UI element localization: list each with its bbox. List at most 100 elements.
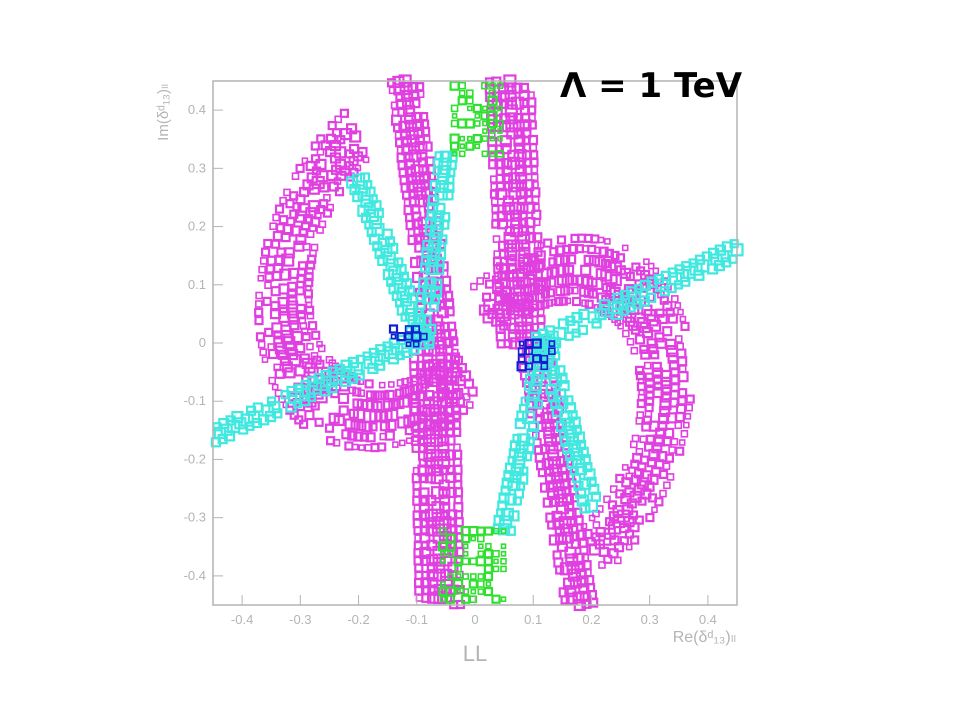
magenta-box: [509, 201, 523, 215]
magenta-box: [645, 512, 655, 523]
magenta-box: [444, 306, 455, 317]
magenta-box: [429, 411, 443, 425]
cyan-box: [646, 292, 657, 303]
magenta-box: [306, 230, 315, 238]
magenta-box: [429, 396, 443, 410]
green-box: [483, 549, 493, 559]
magenta-box: [604, 238, 611, 245]
magenta-box: [436, 389, 448, 401]
cyan-box: [582, 462, 593, 473]
magenta-box: [658, 469, 669, 479]
magenta-box: [562, 577, 576, 590]
magenta-box: [429, 404, 442, 417]
magenta-box: [425, 494, 437, 506]
green-box: [477, 573, 485, 580]
magenta-box: [357, 389, 366, 398]
cyan-box: [419, 314, 432, 327]
magenta-box: [503, 339, 513, 349]
magenta-box: [680, 321, 690, 331]
blue-box: [412, 340, 420, 348]
magenta-box: [527, 105, 537, 115]
magenta-box: [431, 508, 445, 522]
magenta-box: [431, 523, 445, 537]
green-box: [466, 105, 473, 112]
magenta-box: [483, 272, 490, 280]
magenta-box: [274, 368, 285, 379]
magenta-box: [395, 138, 405, 148]
cyan-box: [556, 372, 568, 384]
magenta-box: [651, 442, 663, 454]
magenta-box: [295, 233, 307, 245]
magenta-box: [636, 411, 645, 419]
magenta-box: [529, 157, 539, 167]
magenta-box: [574, 244, 585, 254]
magenta-box: [295, 286, 305, 296]
magenta-box: [427, 577, 439, 589]
cyan-box: [714, 244, 727, 256]
magenta-box: [418, 494, 430, 507]
magenta-box: [501, 165, 513, 177]
magenta-box: [644, 372, 654, 382]
green-box: [447, 573, 454, 580]
green-box: [482, 120, 488, 127]
magenta-box: [258, 265, 266, 274]
cyan-box: [433, 202, 446, 215]
magenta-box: [255, 300, 263, 308]
green-box: [489, 128, 496, 134]
magenta-box: [431, 501, 445, 515]
magenta-box: [362, 156, 370, 164]
magenta-box: [494, 294, 504, 304]
magenta-box: [445, 464, 456, 476]
magenta-box: [417, 464, 430, 477]
magenta-box: [365, 390, 375, 400]
magenta-box: [420, 119, 430, 129]
magenta-box: [437, 449, 450, 462]
magenta-box: [640, 349, 651, 360]
magenta-box: [448, 329, 458, 339]
magenta-box: [534, 292, 546, 303]
cyan-box: [429, 232, 443, 246]
magenta-box: [506, 127, 519, 140]
cyan-box: [639, 279, 652, 291]
magenta-box: [467, 386, 478, 397]
green-box: [496, 119, 504, 128]
magenta-box: [679, 315, 687, 323]
magenta-box: [662, 427, 675, 439]
cyan-box: [388, 265, 402, 279]
y-axis-ticks: 0.4 0.3 0.2 0.1 0 -0.1 -0.2 -0.3 -0.4: [184, 102, 223, 583]
magenta-box: [424, 464, 436, 476]
magenta-box: [507, 307, 520, 320]
magenta-box: [613, 556, 622, 565]
green-box: [449, 80, 460, 91]
magenta-box: [344, 441, 354, 451]
magenta-box: [625, 543, 633, 551]
magenta-box: [453, 472, 463, 482]
magenta-box: [554, 532, 568, 545]
magenta-box: [505, 269, 518, 282]
magenta-box: [418, 472, 429, 484]
magenta-box: [622, 329, 630, 338]
magenta-box: [356, 421, 367, 432]
magenta-box: [546, 266, 558, 278]
cyan-box: [546, 366, 560, 380]
blue-box: [517, 347, 526, 356]
magenta-box: [264, 281, 272, 290]
cyan-box: [571, 312, 583, 324]
magenta-box: [425, 517, 437, 529]
green-box: [482, 128, 488, 134]
green-box: [493, 558, 499, 565]
magenta-box: [556, 540, 569, 552]
magenta-box: [286, 288, 297, 299]
magenta-box: [533, 247, 543, 257]
magenta-box: [514, 164, 527, 177]
cyan-box: [527, 389, 540, 402]
green-box: [440, 581, 446, 587]
magenta-box: [398, 396, 410, 408]
green-box: [491, 594, 501, 604]
magenta-box: [277, 349, 288, 360]
cyan-box: [425, 261, 439, 276]
magenta-box: [397, 106, 408, 117]
magenta-box: [665, 307, 675, 317]
magenta-box: [512, 276, 526, 290]
